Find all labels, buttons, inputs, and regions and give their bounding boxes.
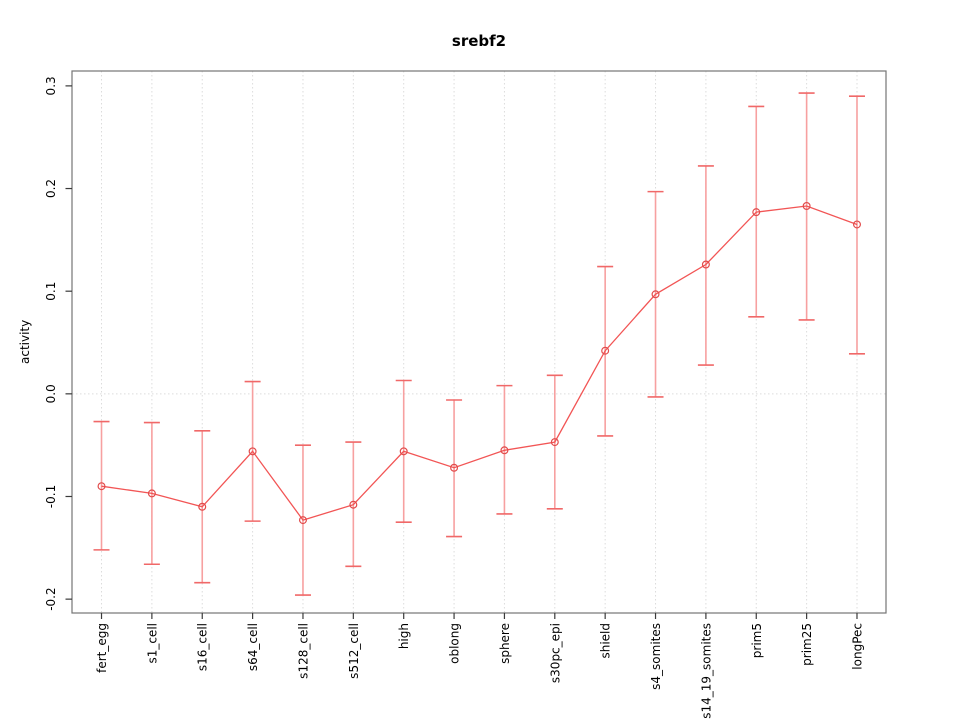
x-tick-label: prim25 (800, 623, 814, 666)
data-point (399, 447, 408, 456)
data-point (450, 463, 459, 472)
x-tick-label: s30pc_epi (548, 623, 562, 683)
x-tick-label: high (397, 623, 411, 649)
chart-title: srebf2 (451, 32, 507, 50)
x-tick-label: sphere (498, 623, 512, 664)
x-tick-label: oblong (448, 623, 462, 664)
data-point (651, 290, 660, 299)
data-point (802, 201, 811, 210)
y-tick-label: -0.1 (44, 485, 58, 508)
x-tick-label: s16_cell (196, 623, 210, 671)
x-tick-label: shield (599, 623, 613, 659)
x-tick-label: s14_19_somites (699, 623, 713, 719)
x-tick-label: fert_egg (95, 623, 109, 673)
data-point (752, 208, 761, 217)
x-tick-label: prim5 (750, 623, 764, 658)
plot-frame (71, 70, 887, 614)
y-tick-label: 0.3 (44, 76, 58, 95)
data-point (701, 260, 710, 269)
x-tick-label: longPec (851, 623, 865, 670)
y-tick-label: -0.2 (44, 587, 58, 610)
data-point (97, 482, 106, 491)
y-tick-label: 0.0 (44, 384, 58, 403)
y-tick-label: 0.1 (44, 282, 58, 301)
x-tick-label: s64_cell (246, 623, 260, 671)
data-point (852, 220, 861, 229)
series-line (101, 205, 858, 521)
data-point (198, 502, 207, 511)
data-point (500, 446, 509, 455)
data-point (550, 438, 559, 447)
x-tick-label: s512_cell (347, 623, 361, 679)
data-point (147, 489, 156, 498)
data-point (298, 516, 307, 525)
data-point (601, 346, 610, 355)
x-tick-label: s1_cell (145, 623, 159, 664)
x-tick-label: s128_cell (297, 623, 311, 679)
data-point (248, 447, 257, 456)
data-point (349, 500, 358, 509)
y-tick-label: 0.2 (44, 179, 58, 198)
x-tick-label: s4_somites (649, 623, 663, 690)
